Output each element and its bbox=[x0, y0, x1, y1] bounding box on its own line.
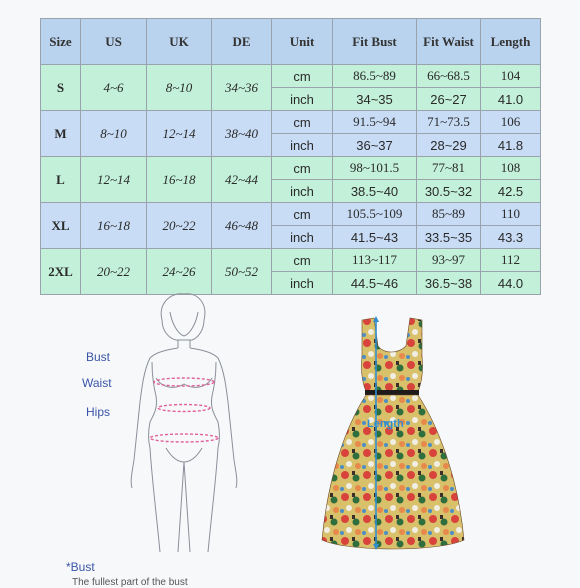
unit-cell: inch bbox=[271, 271, 333, 295]
fit-waist-cell: 28~29 bbox=[416, 133, 481, 157]
header-length: Length bbox=[480, 18, 541, 65]
header-us: US bbox=[80, 18, 147, 65]
fit-bust-cell: 38.5~40 bbox=[332, 179, 417, 203]
fit-waist-cell: 30.5~32 bbox=[416, 179, 481, 203]
table-row: M 8~10 12~14 38~40 cm 91.5~94 71~73.5 106 bbox=[40, 110, 541, 157]
header-size: Size bbox=[40, 18, 81, 65]
table-row: XL 16~18 20~22 46~48 cm 105.5~109 85~89 110 bbox=[40, 202, 541, 249]
header-uk: UK bbox=[146, 18, 212, 65]
de-size-cell: 46~48 bbox=[211, 202, 272, 249]
length-cell: 108 bbox=[480, 156, 541, 180]
unit-cell: inch bbox=[271, 179, 333, 203]
fit-bust-cell: 34~35 bbox=[332, 87, 417, 111]
header-fit-bust: Fit Bust bbox=[332, 18, 417, 65]
length-cell: 110 bbox=[480, 202, 541, 226]
unit-cell: inch bbox=[271, 133, 333, 157]
fit-waist-cell: 71~73.5 bbox=[416, 110, 481, 134]
size-chart: Size US UK DE Unit Fit Bust Fit Waist Le… bbox=[40, 18, 541, 295]
fit-waist-cell: 26~27 bbox=[416, 87, 481, 111]
de-size-cell: 50~52 bbox=[211, 248, 272, 295]
uk-size-cell: 8~10 bbox=[146, 64, 212, 111]
fit-bust-cell: 91.5~94 bbox=[332, 110, 417, 134]
de-size-cell: 34~36 bbox=[211, 64, 272, 111]
fit-waist-cell: 33.5~35 bbox=[416, 225, 481, 249]
fit-bust-cell: 36~37 bbox=[332, 133, 417, 157]
length-cell: 42.5 bbox=[480, 179, 541, 203]
length-cell: 106 bbox=[480, 110, 541, 134]
header-fit-waist: Fit Waist bbox=[416, 18, 481, 65]
table-row: L 12~14 16~18 42~44 cm 98~101.5 77~81 108 bbox=[40, 156, 541, 203]
fit-bust-cell: 86.5~89 bbox=[332, 64, 417, 88]
size-cell: L bbox=[40, 156, 81, 203]
table-row: 2XL 20~22 24~26 50~52 cm 113~117 93~97 112 bbox=[40, 248, 541, 295]
waist-label: Waist bbox=[82, 376, 112, 390]
table-row: inch 41.5~43 33.5~35 43.3 bbox=[41, 225, 541, 249]
measurement-illustrations: Bust Waist Hips Length *Bust The fullest… bbox=[0, 290, 580, 588]
dress-photo bbox=[321, 316, 465, 550]
us-size-cell: 16~18 bbox=[80, 202, 147, 249]
fit-waist-cell: 93~97 bbox=[416, 248, 481, 272]
unit-cell: cm bbox=[271, 248, 333, 272]
length-cell: 43.3 bbox=[480, 225, 541, 249]
size-table: Size US UK DE Unit Fit Bust Fit Waist Le… bbox=[40, 18, 541, 295]
unit-cell: cm bbox=[271, 156, 333, 180]
footnote-bust-description: The fullest part of the bust bbox=[72, 577, 188, 588]
table-row: inch 38.5~40 30.5~32 42.5 bbox=[41, 179, 541, 203]
size-cell: S bbox=[40, 64, 81, 111]
length-cell: 112 bbox=[480, 248, 541, 272]
size-cell: XL bbox=[40, 202, 81, 249]
length-label: Length bbox=[367, 418, 404, 430]
unit-cell: cm bbox=[271, 202, 333, 226]
size-cell: 2XL bbox=[40, 248, 81, 295]
header-de: DE bbox=[211, 18, 272, 65]
uk-size-cell: 12~14 bbox=[146, 110, 212, 157]
fit-bust-cell: 41.5~43 bbox=[332, 225, 417, 249]
fit-waist-cell: 85~89 bbox=[416, 202, 481, 226]
fit-waist-cell: 77~81 bbox=[416, 156, 481, 180]
table-row: S 4~6 8~10 34~36 cm 86.5~89 66~68.5 104 bbox=[40, 64, 541, 111]
bust-label: Bust bbox=[86, 350, 111, 364]
fit-waist-cell: 66~68.5 bbox=[416, 64, 481, 88]
length-cell: 104 bbox=[480, 64, 541, 88]
table-row: inch 44.5~46 36.5~38 44.0 bbox=[41, 271, 541, 295]
us-size-cell: 4~6 bbox=[80, 64, 147, 111]
us-size-cell: 8~10 bbox=[80, 110, 147, 157]
length-cell: 44.0 bbox=[480, 271, 541, 295]
fit-bust-cell: 98~101.5 bbox=[332, 156, 417, 180]
unit-cell: inch bbox=[271, 87, 333, 111]
header-unit: Unit bbox=[271, 18, 333, 65]
us-size-cell: 12~14 bbox=[80, 156, 147, 203]
length-cell: 41.0 bbox=[480, 87, 541, 111]
unit-cell: cm bbox=[271, 110, 333, 134]
fit-bust-cell: 113~117 bbox=[332, 248, 417, 272]
size-cell: M bbox=[40, 110, 81, 157]
uk-size-cell: 20~22 bbox=[146, 202, 212, 249]
uk-size-cell: 16~18 bbox=[146, 156, 212, 203]
table-row: inch 34~35 26~27 41.0 bbox=[41, 87, 541, 111]
footnote-bust: *Bust bbox=[66, 560, 95, 574]
de-size-cell: 38~40 bbox=[211, 110, 272, 157]
hips-label: Hips bbox=[86, 405, 111, 419]
unit-cell: inch bbox=[271, 225, 333, 249]
fit-bust-cell: 105.5~109 bbox=[332, 202, 417, 226]
fit-waist-cell: 36.5~38 bbox=[416, 271, 481, 295]
unit-cell: cm bbox=[271, 64, 333, 88]
table-header-row: Size US UK DE Unit Fit Bust Fit Waist Le… bbox=[40, 18, 541, 65]
us-size-cell: 20~22 bbox=[80, 248, 147, 295]
de-size-cell: 42~44 bbox=[211, 156, 272, 203]
uk-size-cell: 24~26 bbox=[146, 248, 212, 295]
length-cell: 41.8 bbox=[480, 133, 541, 157]
body-outline-figure bbox=[130, 293, 238, 553]
